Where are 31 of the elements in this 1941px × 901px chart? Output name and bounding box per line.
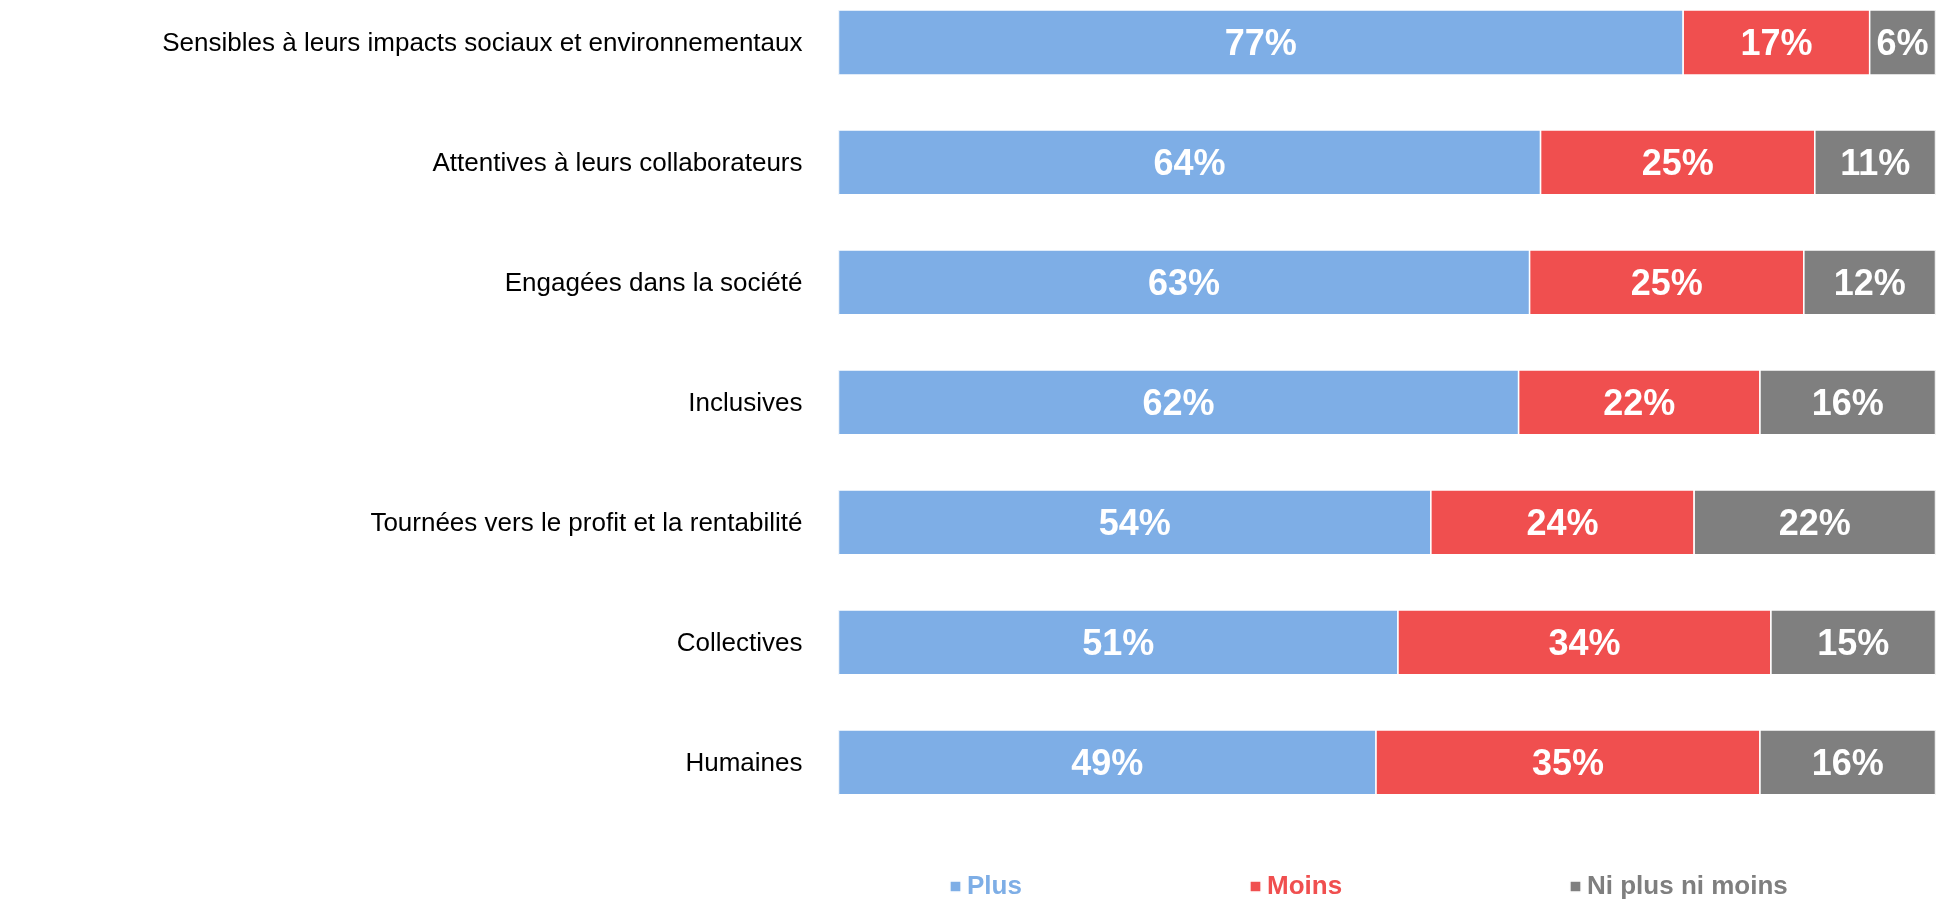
legend-label: Plus	[967, 870, 1022, 901]
data-label: 51%	[1082, 621, 1155, 663]
data-label: 24%	[1526, 501, 1599, 543]
data-label: 35%	[1531, 741, 1605, 783]
data-label: 22%	[1603, 381, 1676, 423]
y-tick-label: Inclusives	[688, 387, 803, 418]
data-label: 22%	[1778, 501, 1851, 543]
legend-label: Moins	[1267, 870, 1343, 901]
legend-label: Ni plus ni moins	[1587, 870, 1788, 901]
data-label: 12%	[1833, 261, 1906, 303]
y-tick-label: Humaines	[685, 747, 803, 778]
data-label: 64%	[1153, 141, 1226, 183]
data-label: 49%	[1071, 741, 1144, 783]
data-label: 16%	[1811, 381, 1884, 423]
y-tick-label: Collectives	[676, 627, 803, 658]
data-label: 25%	[1630, 261, 1703, 303]
data-label: 63%	[1148, 261, 1221, 303]
y-tick-label: Attentives à leurs collaborateurs	[432, 147, 803, 178]
y-tick-label: Sensibles à leurs impacts sociaux et environnementaux	[162, 27, 803, 58]
data-label: 6%	[1876, 21, 1929, 63]
data-label: 62%	[1142, 381, 1215, 423]
data-label: 17%	[1740, 21, 1813, 63]
data-label: 11%	[1840, 141, 1911, 183]
data-label: 77%	[1224, 21, 1297, 63]
y-tick-label: Tournées vers le profit et la rentabilité	[370, 507, 803, 538]
data-label: 34%	[1548, 621, 1621, 663]
data-label: 54%	[1098, 501, 1171, 543]
data-label: 25%	[1641, 141, 1714, 183]
data-label: 15%	[1817, 621, 1890, 663]
data-label: 16%	[1811, 741, 1884, 783]
y-tick-label: Engagées dans la société	[504, 267, 803, 298]
